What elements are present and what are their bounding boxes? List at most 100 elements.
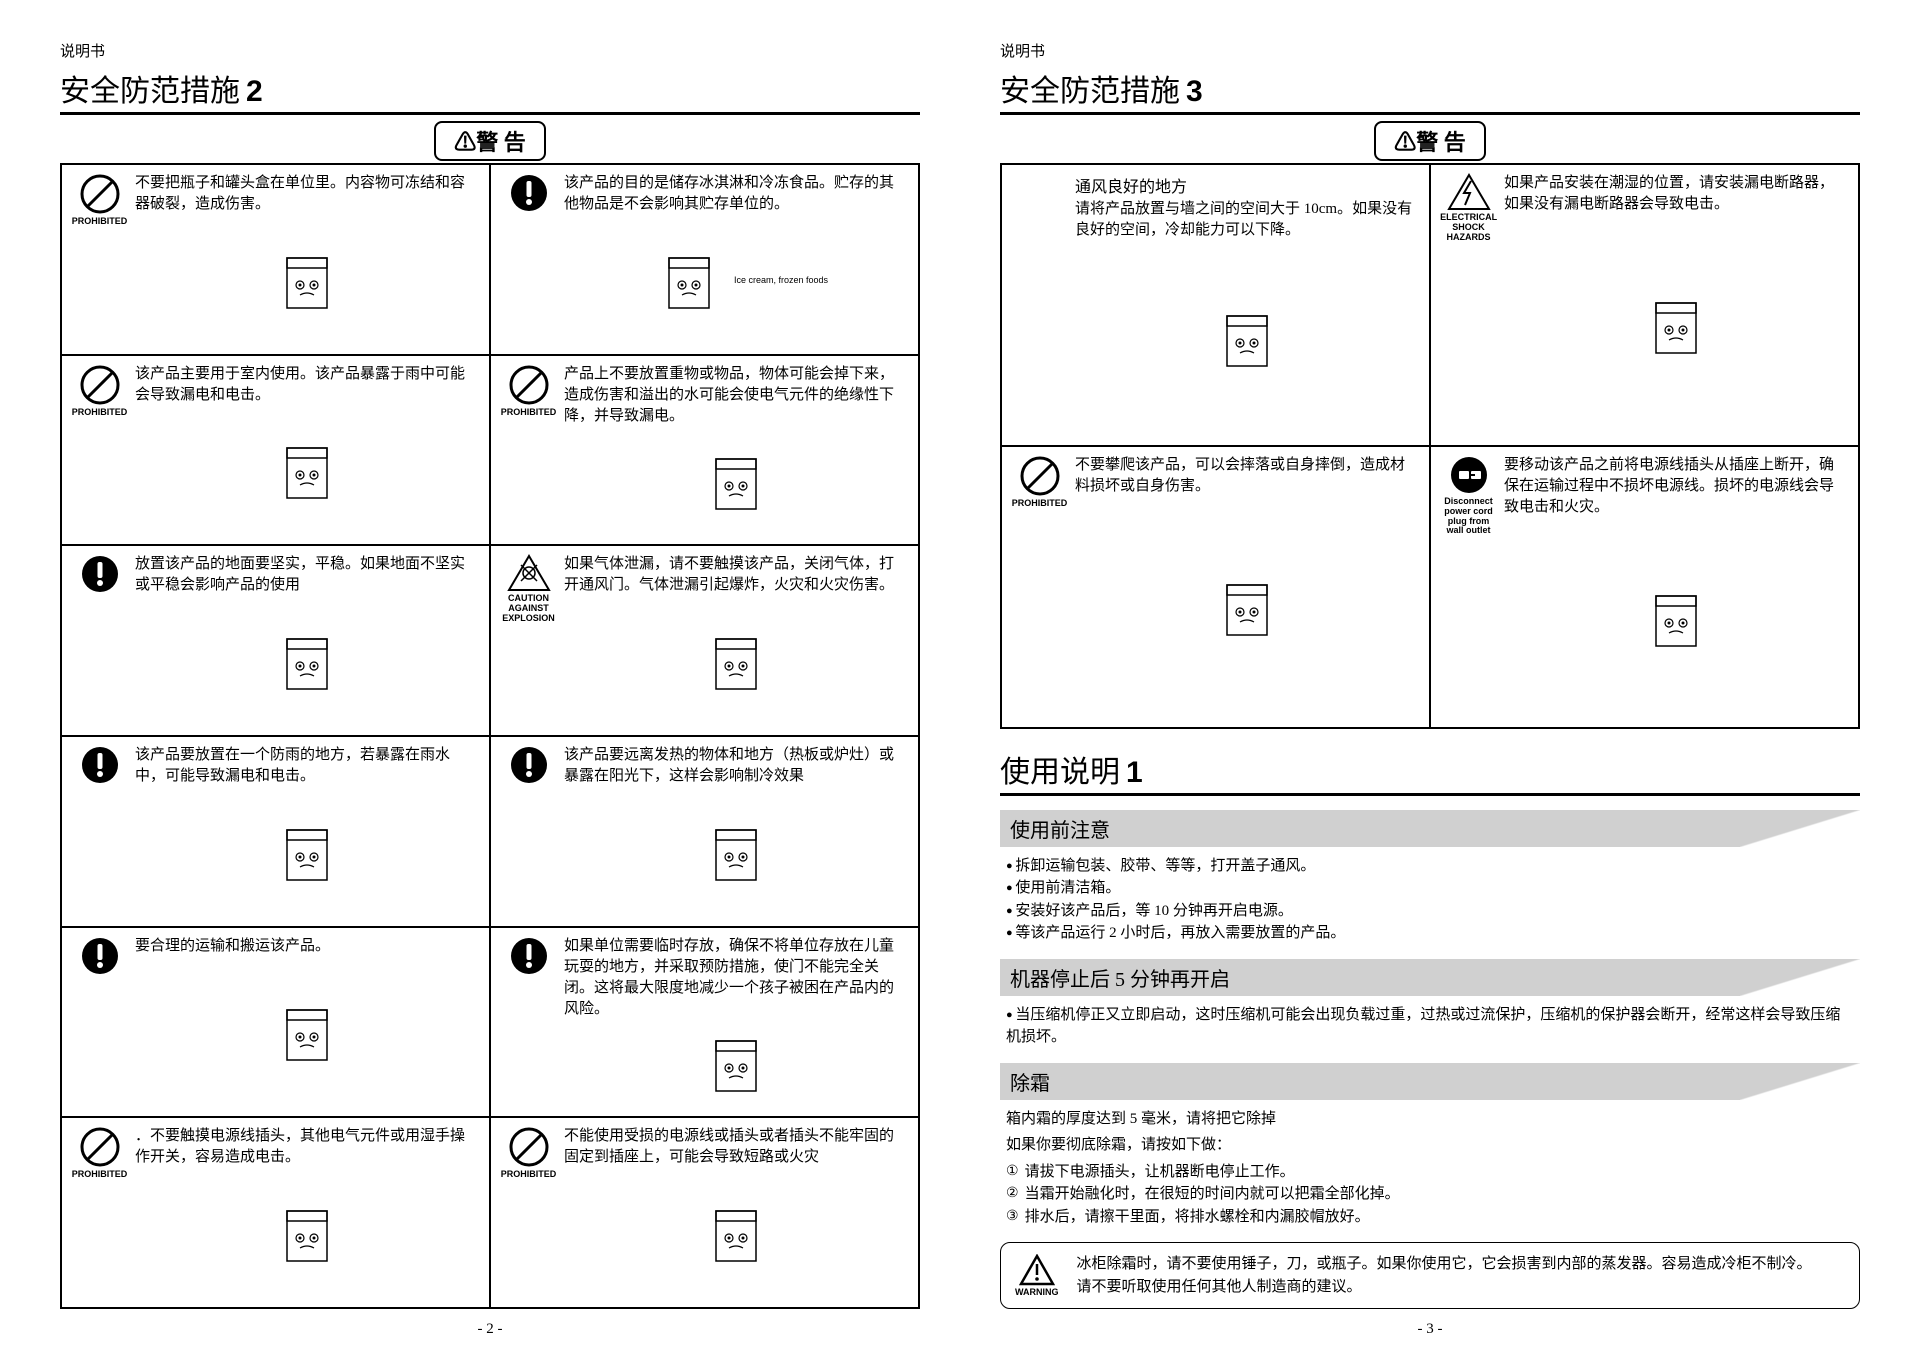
page-number: - 2 - bbox=[60, 1321, 920, 1338]
cell-text: 不要攀爬该产品，可以会摔落或自身摔倒，造成材料损坏或自身伤害。 bbox=[1075, 455, 1419, 497]
cell-icon: Disconnect power cord plug from wall out… bbox=[1441, 455, 1496, 719]
title-num: 2 bbox=[246, 75, 263, 109]
cell-illustration bbox=[564, 1168, 908, 1299]
cell-subtitle: 通风良好的地方 bbox=[1075, 173, 1419, 197]
cell-icon: PROHIBITED bbox=[72, 173, 127, 346]
icon-label: CAUTION AGAINST EXPLOSION bbox=[501, 594, 556, 624]
warning-banner: ⚠警 告 bbox=[1374, 121, 1486, 161]
warning-cell: 要合理的运输和搬运该产品。 bbox=[61, 927, 490, 1118]
warning-text: 冰柜除霜时，请不要使用锤子，刀，或瓶子。如果你使用它，它会损害到内部的蒸发器。容… bbox=[1077, 1253, 1812, 1298]
cell-illustration bbox=[135, 787, 479, 918]
warning-box: WARNING 冰柜除霜时，请不要使用锤子，刀，或瓶子。如果你使用它，它会损害到… bbox=[1000, 1242, 1860, 1309]
cell-illustration bbox=[564, 787, 908, 918]
warning-cell: ELECTRICAL SHOCK HAZARDS如果产品安装在潮湿的位置，请安装… bbox=[1430, 164, 1859, 446]
subsection-hdr: 使用前注意 bbox=[1000, 810, 1860, 847]
warning-banner: ⚠警 告 bbox=[434, 121, 546, 161]
warning-cell: 如果单位需要临时存放，确保不将单位存放在儿童玩耍的地方，并采取预防措施，使门不能… bbox=[490, 927, 919, 1118]
cell-text: 请将产品放置与墙之间的空间大于 10cm。如果没有良好的空间，冷却能力可以下降。 bbox=[1075, 199, 1419, 241]
cell-icon: PROHIBITED bbox=[501, 364, 556, 537]
warning-cell: PROHIBITED不能使用受损的电源线或插头或者插头不能牢固的固定到插座上，可… bbox=[490, 1117, 919, 1308]
cell-illustration bbox=[564, 427, 908, 537]
bullet-item: 安装好该产品后，等 10 分钟再开启电源。 bbox=[1006, 900, 1854, 923]
cell-text: 如果产品安装在潮湿的位置，请安装漏电断路器，如果没有漏电断路器会导致电击。 bbox=[1504, 173, 1848, 215]
warning-cell: PROHIBITED ．不要触摸电源线插头，其他电气元件或用湿手操作开关，容易造成… bbox=[61, 1117, 490, 1308]
list-item: ②当霜开始融化时，在很短的时间内就可以把霜全部化掉。 bbox=[1006, 1183, 1854, 1206]
icon-label: PROHIBITED bbox=[501, 408, 557, 418]
cell-icon: PROHIBITED bbox=[72, 1126, 127, 1299]
icon-label: ELECTRICAL SHOCK HAZARDS bbox=[1440, 213, 1497, 243]
cell-text: 产品上不要放置重物或物品，物体可能会掉下来，造成伤害和溢出的水可能会使电气元件的… bbox=[564, 364, 908, 427]
icon-label: PROHIBITED bbox=[72, 408, 128, 418]
cell-text: 放置该产品的地面要坚实，平稳。如果地面不坚实或平稳会影响产品的使用 bbox=[135, 554, 479, 596]
icon-label: PROHIBITED bbox=[72, 217, 128, 227]
warning-cell: CAUTION AGAINST EXPLOSION 如果气体泄漏，请不要触摸该产品… bbox=[490, 545, 919, 736]
cell-icon: ELECTRICAL SHOCK HAZARDS bbox=[1441, 173, 1496, 437]
cell-illustration bbox=[135, 215, 479, 346]
warning-cell: PROHIBITED 不要把瓶子和罐头盒在单位里。内容物可冻结和容器破裂，造成伤害… bbox=[61, 164, 490, 355]
numbered-list: ①请拔下电源插头，让机器断电停止工作。②当霜开始融化时，在很短的时间内就可以把霜… bbox=[1000, 1159, 1860, 1235]
list-item: ③排水后，请擦干里面，将排水螺栓和内漏胶帽放好。 bbox=[1006, 1206, 1854, 1229]
cell-icon bbox=[72, 745, 127, 918]
icon-label: WARNING bbox=[1015, 1288, 1059, 1298]
illust-caption: Ice cream, frozen foods bbox=[734, 275, 828, 285]
warning-cell: PROHIBITED 不要攀爬该产品，可以会摔落或自身摔倒，造成材料损坏或自身伤害… bbox=[1001, 446, 1430, 728]
cell-text: 该产品要远离发热的物体和地方（热板或炉灶）或暴露在阳光下，这样会影响制冷效果 bbox=[564, 745, 908, 787]
cell-illustration bbox=[1075, 497, 1419, 719]
subsection-hdr: 机器停止后 5 分钟再开启 bbox=[1000, 959, 1860, 996]
cell-text: 不要把瓶子和罐头盒在单位里。内容物可冻结和容器破裂，造成伤害。 bbox=[135, 173, 479, 215]
icon-label: Disconnect power cord plug from wall out… bbox=[1441, 497, 1496, 537]
title-text: 安全防范措施 bbox=[60, 66, 240, 110]
warning-cell: 该产品要远离发热的物体和地方（热板或炉灶）或暴露在阳光下，这样会影响制冷效果 bbox=[490, 736, 919, 927]
section-title-2: 安全防范措施 2 bbox=[60, 66, 920, 115]
cell-illustration bbox=[564, 596, 908, 727]
cell-icon bbox=[72, 554, 127, 727]
subsection-hdr: 除霜 bbox=[1000, 1063, 1860, 1100]
cell-icon bbox=[501, 173, 556, 346]
cell-text: 要合理的运输和搬运该产品。 bbox=[135, 936, 479, 957]
icon-label: PROHIBITED bbox=[72, 1170, 128, 1180]
warning-cell: PROHIBITED该产品主要用于室内使用。该产品暴露于雨中可能会导致漏电和电击… bbox=[61, 355, 490, 546]
bullet-item: 使用前清洁箱。 bbox=[1006, 877, 1854, 900]
cell-illustration bbox=[1075, 241, 1419, 437]
cell-icon bbox=[501, 936, 556, 1109]
page-number: - 3 - bbox=[1000, 1321, 1860, 1338]
cell-text: 如果气体泄漏，请不要触摸该产品，关闭气体，打开通风门。气体泄漏引起爆炸，火灾和火… bbox=[564, 554, 908, 596]
cell-illustration bbox=[135, 406, 479, 537]
cell-illustration bbox=[135, 596, 479, 727]
cell-illustration bbox=[135, 1168, 479, 1299]
bullet-item: 等该产品运行 2 小时后，再放入需要放置的产品。 bbox=[1006, 922, 1854, 945]
cell-text: 不能使用受损的电源线或插头或者插头不能牢固的固定到插座上，可能会导致短路或火灾 bbox=[564, 1126, 908, 1168]
cell-text: 该产品要放置在一个防雨的地方，若暴露在雨水中，可能导致漏电和电击。 bbox=[135, 745, 479, 787]
warning-grid-right: 通风良好的地方请将产品放置与墙之间的空间大于 10cm。如果没有良好的空间，冷却… bbox=[1000, 163, 1860, 729]
warning-cell: PROHIBITED 产品上不要放置重物或物品，物体可能会掉下来，造成伤害和溢出的… bbox=[490, 355, 919, 546]
warning-cell: 放置该产品的地面要坚实，平稳。如果地面不坚实或平稳会影响产品的使用 bbox=[61, 545, 490, 736]
cell-text: 如果单位需要临时存放，确保不将单位存放在儿童玩耍的地方，并采取预防措施，使门不能… bbox=[564, 936, 908, 1020]
cell-text: 该产品的目的是储存冰淇淋和冷冻食品。贮存的其他物品是不会影响其贮存单位的。 bbox=[564, 173, 908, 215]
warning-cell: Disconnect power cord plug from wall out… bbox=[1430, 446, 1859, 728]
bullet-list: 当压缩机停正又立即启动，这时压缩机可能会出现负载过重，过热或过流保护，压缩机的保… bbox=[1000, 1002, 1860, 1055]
cell-icon: PROHIBITED bbox=[501, 1126, 556, 1299]
cell-icon: CAUTION AGAINST EXPLOSION bbox=[501, 554, 556, 727]
warning-icon: WARNING bbox=[1015, 1254, 1059, 1298]
cell-illustration bbox=[564, 1020, 908, 1109]
title-num: 3 bbox=[1186, 75, 1203, 109]
title-text: 安全防范措施 bbox=[1000, 66, 1180, 110]
warning-grid-left: PROHIBITED 不要把瓶子和罐头盒在单位里。内容物可冻结和容器破裂，造成伤害… bbox=[60, 163, 920, 1309]
title-text: 使用说明 bbox=[1000, 747, 1120, 791]
icon-label: PROHIBITED bbox=[1012, 499, 1068, 509]
cell-illustration bbox=[135, 957, 479, 1109]
cell-icon: PROHIBITED bbox=[1012, 455, 1067, 719]
plain-text: 箱内霜的厚度达到 5 毫米，请将把它除掉 bbox=[1000, 1106, 1860, 1133]
cell-text: ．不要触摸电源线插头，其他电气元件或用湿手操作开关，容易造成电击。 bbox=[135, 1126, 479, 1168]
title-num: 1 bbox=[1126, 756, 1143, 790]
page-left: 说明书 安全防范措施 2 ⚠警 告 PROHIBITED不要把瓶子和罐头盒在单位… bbox=[60, 40, 920, 1338]
cell-icon bbox=[72, 936, 127, 1109]
usage-title: 使用说明 1 bbox=[1000, 747, 1860, 796]
warning-cell: 通风良好的地方请将产品放置与墙之间的空间大于 10cm。如果没有良好的空间，冷却… bbox=[1001, 164, 1430, 446]
warning-cell: 该产品的目的是储存冰淇淋和冷冻食品。贮存的其他物品是不会影响其贮存单位的。 Ice… bbox=[490, 164, 919, 355]
bullet-item: 当压缩机停正又立即启动，这时压缩机可能会出现负载过重，过热或过流保护，压缩机的保… bbox=[1006, 1004, 1854, 1049]
bullet-item: 拆卸运输包装、胶带、等等，打开盖子通风。 bbox=[1006, 855, 1854, 878]
bullet-list: 拆卸运输包装、胶带、等等，打开盖子通风。使用前清洁箱。安装好该产品后，等 10 … bbox=[1000, 853, 1860, 951]
cell-illustration bbox=[1504, 215, 1848, 437]
cell-icon bbox=[501, 745, 556, 918]
